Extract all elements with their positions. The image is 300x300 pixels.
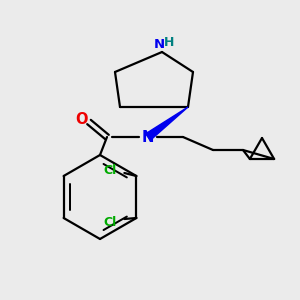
Polygon shape bbox=[146, 107, 188, 140]
Text: Cl: Cl bbox=[104, 164, 117, 176]
Text: O: O bbox=[75, 112, 87, 128]
Text: N: N bbox=[142, 130, 154, 145]
Text: H: H bbox=[164, 35, 174, 49]
Text: Cl: Cl bbox=[104, 215, 117, 229]
Text: N: N bbox=[153, 38, 165, 52]
